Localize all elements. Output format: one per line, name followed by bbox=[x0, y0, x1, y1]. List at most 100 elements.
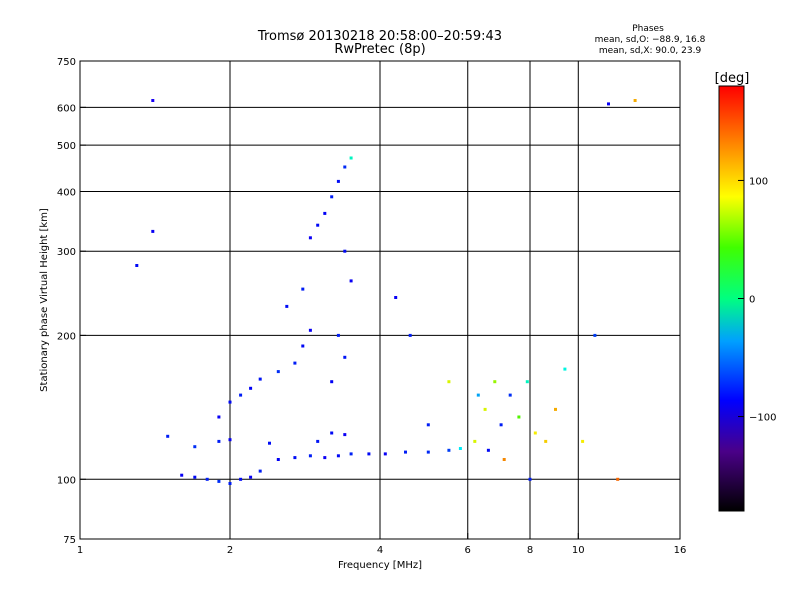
echo-point bbox=[268, 441, 271, 445]
y-tick-label: 500 bbox=[57, 141, 76, 152]
data-points bbox=[135, 99, 637, 485]
x-tick-label: 16 bbox=[674, 545, 687, 556]
echo-point bbox=[308, 328, 312, 332]
echo-point bbox=[502, 458, 506, 461]
y-tick-label: 300 bbox=[57, 247, 76, 258]
y-axis: 75 100 200 300 400 500 600 750 bbox=[57, 57, 86, 546]
x-tick-label: 2 bbox=[227, 545, 233, 556]
echo-point bbox=[323, 211, 327, 215]
echo-point bbox=[323, 456, 327, 460]
echo-point bbox=[458, 447, 462, 450]
echo-point bbox=[343, 355, 347, 359]
echo-point bbox=[276, 370, 280, 374]
x-tick-label: 6 bbox=[465, 545, 471, 556]
echo-point bbox=[447, 448, 451, 452]
echo-point bbox=[336, 333, 340, 337]
echo-point bbox=[249, 475, 253, 479]
echo-point bbox=[499, 423, 503, 427]
colorbar-tick-label: 0 bbox=[749, 295, 755, 306]
x-axis: 1 2 4 6 8 10 16 bbox=[77, 533, 687, 556]
echo-point bbox=[349, 156, 353, 160]
echo-point bbox=[367, 452, 371, 456]
echo-point bbox=[330, 195, 334, 199]
echo-point bbox=[404, 450, 407, 454]
echo-point bbox=[447, 380, 451, 384]
echo-point bbox=[593, 333, 597, 337]
colorbar-tick-label: −100 bbox=[749, 413, 776, 424]
echo-point bbox=[135, 264, 139, 267]
colorbar-ticks: 100 0 −100 bbox=[738, 176, 776, 424]
echo-point bbox=[151, 99, 155, 102]
echo-point bbox=[517, 415, 521, 419]
echo-point bbox=[301, 344, 305, 348]
echo-point bbox=[394, 296, 398, 299]
echo-point bbox=[239, 393, 243, 397]
echo-point bbox=[343, 433, 347, 437]
echo-point bbox=[486, 448, 490, 452]
echo-point bbox=[493, 380, 497, 384]
echo-point bbox=[330, 431, 334, 435]
y-tick-label: 200 bbox=[57, 331, 76, 342]
y-tick-label: 100 bbox=[57, 475, 76, 486]
echo-point bbox=[276, 458, 280, 461]
echo-point bbox=[258, 377, 262, 381]
echo-point bbox=[228, 438, 232, 442]
echo-point bbox=[217, 415, 221, 419]
y-tick-label: 400 bbox=[57, 187, 76, 198]
echo-point bbox=[426, 423, 430, 427]
echo-point bbox=[228, 482, 232, 485]
echo-point bbox=[293, 361, 297, 365]
echo-point bbox=[343, 165, 347, 169]
echo-point bbox=[563, 367, 567, 371]
echo-point bbox=[633, 99, 637, 102]
echo-point bbox=[151, 229, 155, 233]
echo-point bbox=[473, 439, 477, 443]
echo-point bbox=[217, 439, 221, 443]
echo-point bbox=[336, 179, 340, 183]
echo-point bbox=[607, 102, 610, 106]
echo-point bbox=[426, 450, 430, 454]
echo-point bbox=[554, 407, 557, 411]
echo-point bbox=[330, 380, 334, 384]
echo-point bbox=[336, 454, 340, 458]
echo-point bbox=[166, 434, 170, 438]
legend-line-o: mean, sd,O: −88.9, 16.8 bbox=[595, 35, 706, 45]
x-axis-label: Frequency [MHz] bbox=[338, 560, 422, 571]
echo-point bbox=[408, 333, 412, 337]
echo-point bbox=[349, 452, 353, 456]
echo-point bbox=[308, 454, 312, 458]
echo-point bbox=[533, 431, 537, 435]
echo-point bbox=[193, 445, 197, 449]
legend-line-x: mean, sd,X: 90.0, 23.9 bbox=[599, 46, 702, 56]
chart-subtitle: RwPretec (8p) bbox=[334, 42, 425, 57]
x-tick-label: 10 bbox=[572, 545, 585, 556]
chart-title: Tromsø 20130218 20:58:00–20:59:43 bbox=[257, 29, 502, 44]
phase-legend: Phases mean, sd,O: −88.9, 16.8 mean, sd,… bbox=[595, 24, 706, 56]
echo-point bbox=[239, 477, 243, 481]
echo-point bbox=[616, 477, 620, 481]
echo-point bbox=[293, 456, 297, 460]
echo-point bbox=[528, 477, 532, 481]
y-tick-label: 75 bbox=[63, 535, 76, 546]
echo-point bbox=[316, 439, 320, 443]
echo-point bbox=[544, 439, 548, 443]
x-tick-label: 8 bbox=[527, 545, 533, 556]
echo-point bbox=[258, 469, 262, 473]
echo-point bbox=[228, 400, 232, 404]
echo-point bbox=[285, 304, 289, 308]
echo-point bbox=[249, 386, 253, 390]
y-tick-label: 750 bbox=[57, 57, 76, 68]
echo-point bbox=[349, 279, 353, 283]
chart-header: Tromsø 20130218 20:58:00–20:59:43 RwPret… bbox=[257, 29, 502, 57]
colorbar-tick-label: 100 bbox=[749, 176, 768, 187]
echo-point bbox=[525, 380, 529, 384]
y-tick-label: 600 bbox=[57, 103, 76, 114]
echo-point bbox=[581, 439, 585, 443]
echo-point bbox=[476, 393, 480, 397]
y-axis-label: Stationary phase Virtual Height [km] bbox=[39, 208, 50, 392]
echo-point bbox=[483, 407, 487, 411]
x-tick-label: 1 bbox=[77, 545, 83, 556]
x-tick-label: 4 bbox=[377, 545, 383, 556]
echo-point bbox=[205, 477, 209, 481]
